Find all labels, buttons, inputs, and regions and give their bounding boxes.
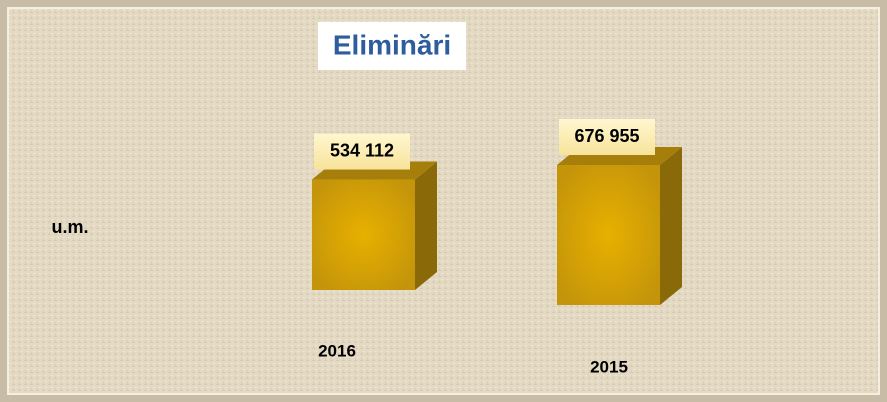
title-box xyxy=(318,22,466,70)
bar xyxy=(312,179,415,290)
data-label-box xyxy=(314,133,410,170)
bar xyxy=(557,165,660,305)
y-axis-label: u.m. xyxy=(51,217,88,237)
x-tick-label: 2016 xyxy=(318,341,356,360)
data-label: 534 112 xyxy=(330,140,394,160)
data-label: 676 955 xyxy=(574,126,639,146)
bar-side xyxy=(415,161,437,290)
plot-background xyxy=(7,7,880,395)
x-tick-label: 2015 xyxy=(590,357,628,376)
chart-title: Eliminări xyxy=(333,29,451,60)
bar-side xyxy=(660,147,682,305)
data-label-box xyxy=(559,119,655,155)
